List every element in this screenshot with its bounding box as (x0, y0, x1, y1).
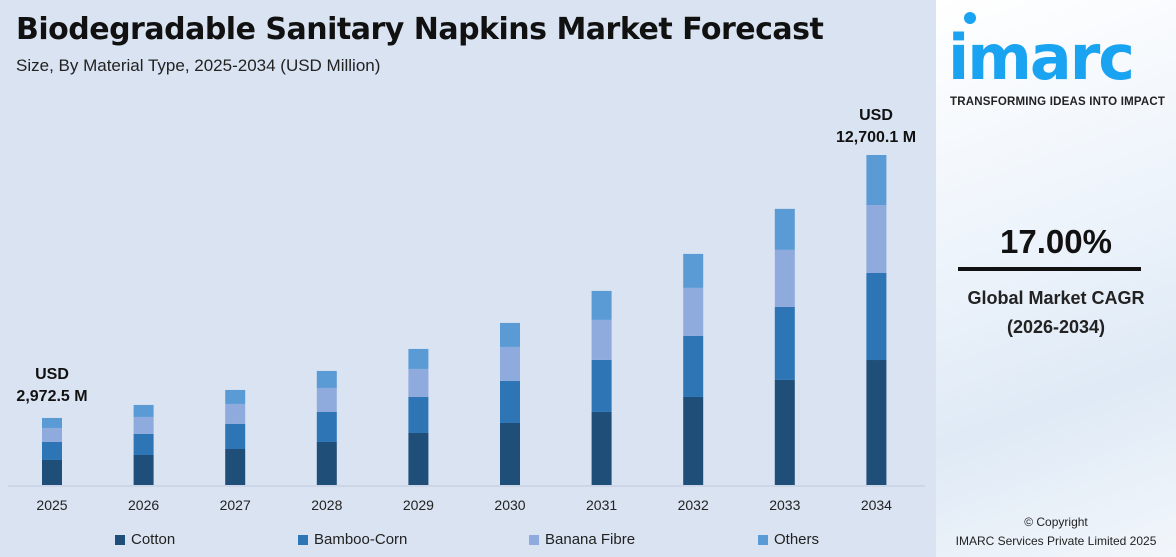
cagr-period: (2026-2034) (1006, 317, 1106, 337)
bar-bamboo-corn-2029 (408, 396, 429, 433)
bar-banana-fibre-2034 (866, 204, 887, 273)
copyright-block: © Copyright IMARC Services Private Limit… (936, 513, 1176, 551)
bar-cotton-2027 (225, 448, 246, 485)
copyright: © Copyright (1024, 515, 1088, 529)
cagr-label-block: Global Market CAGR (2026-2034) (936, 284, 1176, 342)
x-tick-label: 2033 (769, 497, 800, 513)
bar-banana-fibre-2033 (774, 249, 795, 307)
legend-label: Bamboo-Corn (314, 531, 408, 548)
bar-cotton-2026 (133, 454, 154, 485)
bar-cotton-2030 (500, 422, 520, 485)
bar-others-2026 (133, 404, 154, 417)
bar-cotton-2033 (774, 379, 795, 485)
bar-cotton-2031 (591, 411, 612, 485)
bar-banana-fibre-2032 (683, 287, 704, 336)
annotation-2025-line2: 2,972.5 M (16, 388, 88, 405)
legend-label: Cotton (131, 531, 176, 548)
bar-cotton-2028 (316, 441, 337, 485)
legend-swatch (758, 534, 768, 545)
cagr-value: 17.00% (1000, 223, 1112, 260)
bar-others-2028 (316, 370, 337, 388)
bar-bamboo-corn-2028 (316, 411, 337, 442)
annotation-2025-line1: USD (35, 366, 69, 383)
legend-label: Others (774, 531, 820, 548)
legend-swatch (115, 534, 125, 545)
x-tick-label: 2032 (678, 497, 709, 513)
bar-banana-fibre-2025 (42, 427, 62, 442)
bar-bamboo-corn-2030 (500, 380, 520, 423)
annotation-2034-line2: 12,700.1 M (835, 129, 917, 146)
divider (958, 267, 1141, 271)
x-tick-label: 2027 (220, 497, 251, 513)
logo-tagline: TRANSFORMING IDEAS INTO IMPACT (950, 96, 1166, 108)
bar-banana-fibre-2029 (408, 368, 429, 397)
bar-banana-fibre-2030 (500, 346, 520, 381)
logo-dot (964, 12, 976, 24)
company-name: IMARC Services Private Limited 2025 (955, 534, 1157, 548)
legend-item-cotton: Cotton (115, 531, 175, 548)
annotation-2034: USD 12,700.1 M (816, 105, 936, 149)
bar-banana-fibre-2031 (591, 319, 612, 360)
cagr-label: Global Market CAGR (967, 288, 1145, 308)
logo-text: imarc (948, 21, 1135, 94)
chart-subtitle: Size, By Material Type, 2025-2034 (USD M… (16, 56, 381, 75)
x-tick-label: 2030 (494, 497, 525, 513)
bar-bamboo-corn-2032 (683, 335, 704, 397)
bar-bamboo-corn-2033 (774, 306, 795, 380)
bar-others-2029 (408, 348, 429, 369)
legend-item-others: Others (758, 531, 819, 548)
chart-area: Biodegradable Sanitary Napkins Market Fo… (2, 12, 936, 548)
bar-banana-fibre-2027 (225, 403, 246, 424)
bar-cotton-2032 (683, 396, 704, 485)
bar-banana-fibre-2028 (316, 387, 337, 412)
bar-bamboo-corn-2034 (866, 272, 887, 361)
bar-bamboo-corn-2031 (591, 359, 612, 412)
bar-others-2032 (683, 253, 704, 288)
legend-swatch (298, 534, 308, 545)
x-tick-label: 2025 (36, 497, 67, 513)
annotation-2025: USD 2,972.5 M (2, 364, 102, 408)
x-tick-label: 2029 (403, 497, 434, 513)
bar-banana-fibre-2026 (133, 416, 154, 434)
legend-swatch (529, 534, 539, 545)
bar-others-2025 (42, 417, 62, 428)
x-tick-label: 2028 (311, 497, 342, 513)
annotation-2034-line1: USD (859, 107, 893, 124)
x-tick-label: 2026 (128, 497, 159, 513)
bar-cotton-2034 (866, 360, 887, 485)
bar-cotton-2029 (408, 432, 429, 485)
imarc-logo: imarc TRANSFORMING IDEAS INTO IMPACT (948, 8, 1176, 108)
bar-others-2030 (500, 322, 520, 347)
x-tick-label: 2034 (861, 497, 892, 513)
bar-plot: 2025 2026 2027 2028 2029 2030 2031 2032 2033 2034 (8, 155, 925, 513)
side-panel: imarc TRANSFORMING IDEAS INTO IMPACT 17.… (936, 0, 1176, 557)
legend-label: Banana Fibre (545, 531, 636, 548)
bar-bamboo-corn-2025 (42, 441, 62, 460)
bar-others-2027 (225, 389, 246, 404)
x-tick-label: 2031 (586, 497, 617, 513)
legend-item-banana-fibre: Banana Fibre (529, 531, 635, 548)
bar-others-2033 (774, 208, 795, 250)
bar-others-2031 (591, 290, 612, 320)
chart-title: Biodegradable Sanitary Napkins Market Fo… (16, 12, 824, 47)
bar-bamboo-corn-2026 (133, 433, 154, 455)
bar-cotton-2025 (42, 459, 62, 485)
legend-item-bamboo-corn: Bamboo-Corn (298, 531, 407, 548)
bar-bamboo-corn-2027 (225, 423, 246, 449)
bar-others-2034 (866, 155, 887, 205)
